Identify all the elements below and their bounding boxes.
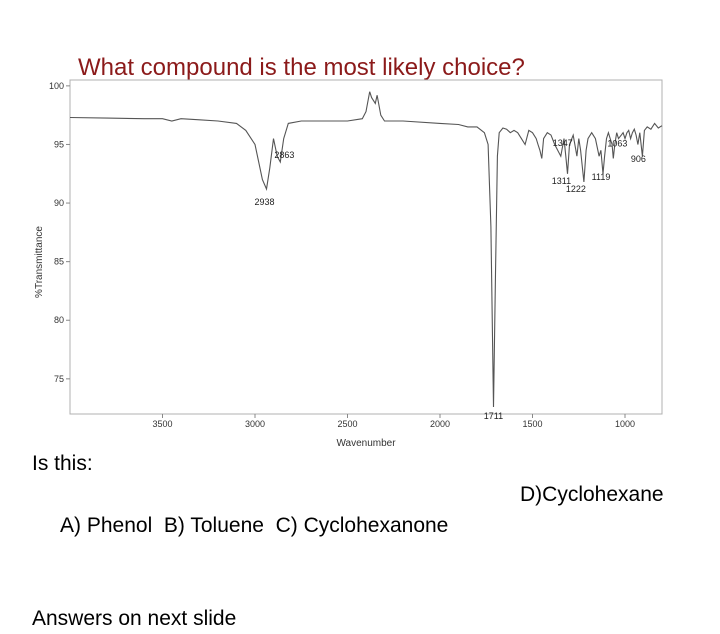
options-row: A) Phenol B) Toluene C) Cyclohexanone D)… bbox=[32, 479, 692, 603]
y-axis-ticks: 75 80 85 90 95 100 bbox=[49, 81, 70, 384]
peak-label: 1222 bbox=[566, 184, 586, 194]
x-tick-label: 1500 bbox=[522, 419, 542, 429]
option-d: D)Cyclohexane bbox=[520, 483, 664, 506]
peak-label: 906 bbox=[631, 154, 646, 164]
spectrum-trace bbox=[69, 91, 663, 408]
y-tick-label: 80 bbox=[54, 315, 64, 325]
peak-label: 1063 bbox=[607, 139, 627, 149]
y-tick-label: 75 bbox=[54, 374, 64, 384]
peak-label: 1119 bbox=[592, 172, 611, 182]
x-axis-ticks: 3500 3000 2500 2000 1500 1000 bbox=[152, 414, 635, 429]
x-axis-label: Wavenumber bbox=[336, 438, 396, 449]
x-tick-label: 1000 bbox=[615, 419, 635, 429]
question-line: Is this: bbox=[32, 452, 93, 475]
x-tick-label: 2000 bbox=[430, 419, 450, 429]
x-tick-label: 3500 bbox=[152, 419, 172, 429]
peak-label: 1347 bbox=[553, 138, 573, 148]
plot-border bbox=[69, 79, 663, 415]
x-tick-label: 3000 bbox=[245, 419, 265, 429]
options-a-to-c: A) Phenol B) Toluene C) Cyclohexanone bbox=[55, 514, 449, 537]
x-tick-label: 2500 bbox=[337, 419, 357, 429]
ir-spectrum-chart: 75 80 85 90 95 100 3500 3000 2500 2000 1500 1000 2… bbox=[34, 79, 663, 449]
y-tick-label: 100 bbox=[49, 81, 64, 91]
peak-label: 2938 bbox=[254, 197, 274, 207]
y-axis-label: %Transmittance bbox=[34, 226, 45, 298]
y-tick-label: 90 bbox=[54, 198, 64, 208]
peak-label: 1711 bbox=[484, 411, 503, 421]
footer-line: Answers on next slide bbox=[32, 607, 237, 630]
peak-label: 1311 bbox=[552, 176, 571, 186]
question-block: Is this: A) Phenol B) Toluene C) Cyclohe… bbox=[32, 448, 692, 634]
y-tick-label: 85 bbox=[54, 257, 64, 267]
y-tick-label: 95 bbox=[54, 139, 64, 149]
peak-label: 2863 bbox=[274, 150, 294, 160]
slide-title: What compound is the most likely choice? bbox=[78, 54, 525, 81]
